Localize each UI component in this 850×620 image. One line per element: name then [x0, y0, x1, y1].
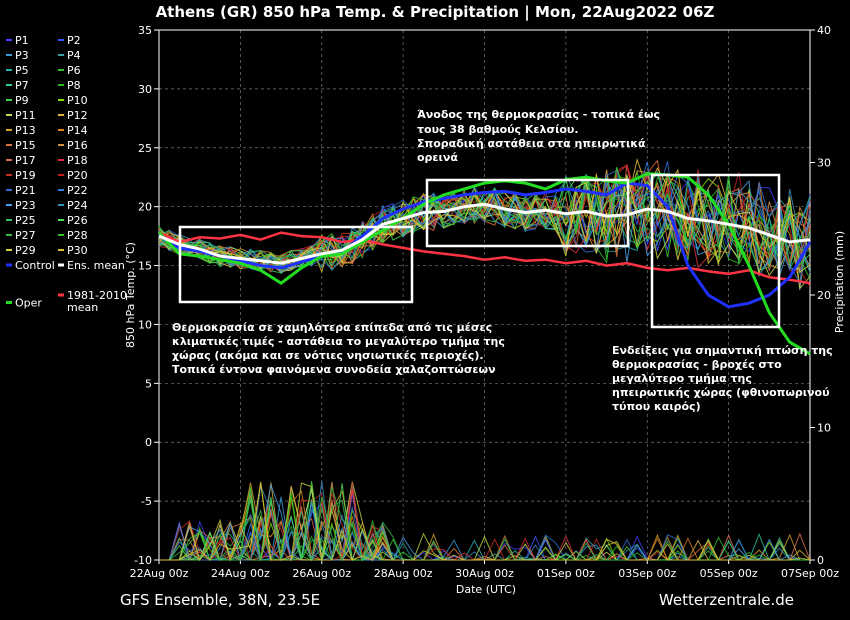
annotation-boxes: [178, 173, 781, 329]
y-tick-label: 35: [138, 24, 152, 37]
legend-label: P2: [67, 34, 81, 47]
annotation-line: Τοπικά έντονα φαινόμενα συνοδεία χαλαζοπ…: [172, 363, 496, 376]
legend-label: P10: [67, 94, 88, 107]
oper-line: [157, 172, 811, 356]
x-tick-label: 24Aug 00z: [211, 567, 270, 580]
y2-tick-label: 20: [817, 289, 831, 302]
legend: P1 P2 P3 P4 P5 P6 P7 P8 P9 P10 P11 P12 P13 P14 P15 P16 P…: [6, 34, 127, 314]
annotation-line: ορεινά: [417, 151, 458, 164]
legend-label: 1981-2010: [67, 289, 127, 302]
legend-label: P20: [67, 169, 88, 182]
y-tick-label: -5: [141, 495, 152, 508]
legend-label: P6: [67, 64, 81, 77]
legend-label: P23: [15, 199, 36, 212]
legend-label: Ens. mean: [67, 259, 125, 272]
ens-mean-line: [158, 202, 811, 265]
y-axis-label: 850 hPa Temp. (°C): [124, 242, 137, 348]
y-axis-ticks: -10 -5 0 5 10 15 20 25 30 35: [134, 24, 159, 567]
y-tick-label: 5: [145, 377, 152, 390]
x-axis-label: Date (UTC): [456, 583, 516, 596]
annotation-line: Άνοδος της θερμοκρασίας - τοπικά έως: [417, 108, 660, 121]
legend-label: Oper: [15, 297, 42, 310]
legend-label: P30: [67, 244, 88, 257]
annotation-line: Ενδείξεις για σημαντική πτώση της: [612, 344, 833, 357]
annotation-line: μεγαλύτερο τμήμα της: [612, 372, 752, 385]
legend-label: P27: [15, 229, 36, 242]
footer-model-info: GFS Ensemble, 38N, 23.5E: [120, 591, 320, 609]
precip-line: [159, 482, 810, 562]
legend-label: P5: [15, 64, 29, 77]
legend-label: P26: [67, 214, 88, 227]
climate-mean-line: [158, 231, 811, 285]
legend-label: P28: [67, 229, 88, 242]
legend-label: P17: [15, 154, 36, 167]
legend-label: P12: [67, 109, 88, 122]
annotation-warming: Άνοδος της θερμοκρασίας - τοπικά έως του…: [417, 108, 660, 164]
y2-tick-label: 30: [817, 157, 831, 170]
y2-tick-label: 10: [817, 422, 831, 435]
legend-label: P29: [15, 244, 36, 257]
x-tick-label: 22Aug 00z: [130, 567, 189, 580]
box-cooling: [650, 173, 781, 329]
legend-label: P8: [67, 79, 81, 92]
y2-tick-label: 40: [817, 24, 831, 37]
footer-source: Wetterzentrale.de: [659, 591, 794, 609]
legend-label: P1: [15, 34, 29, 47]
annotation-line: θερμοκρασίας - βροχές στο: [612, 358, 782, 371]
legend-label: P16: [67, 139, 88, 152]
main-series: [157, 172, 812, 356]
annotation-cooling: Ενδείξεις για σημαντική πτώση της θερμοκ…: [612, 344, 833, 413]
annotation-line: ηπειρωτικής χώρας (φθινοπωρινού: [612, 386, 830, 399]
legend-label: P18: [67, 154, 88, 167]
ensemble-line: [158, 174, 811, 273]
legend-label: P7: [15, 79, 29, 92]
chart-title: Athens (GR) 850 hPa Temp. & Precipitatio…: [156, 3, 715, 22]
legend-label: P3: [15, 49, 29, 62]
y-tick-label: 30: [138, 83, 152, 96]
annotation-line: τους 38 βαθμούς Κελσίου.: [417, 123, 579, 136]
control-line: [158, 181, 812, 309]
annotation-line: τύπου καιρός): [612, 400, 701, 413]
legend-label: Control: [15, 259, 55, 272]
annotation-line: χώρας (ακόμα και σε νότιες νησιωτικές πε…: [172, 349, 484, 362]
y-tick-label: 20: [138, 201, 152, 214]
legend-label: P11: [15, 109, 36, 122]
x-tick-label: 30Aug 00z: [455, 567, 514, 580]
x-axis-ticks: 22Aug 00z 24Aug 00z 26Aug 00z 28Aug 00z 30Au…: [130, 560, 839, 580]
y2-axis-label: Precipitation (mm): [833, 231, 846, 333]
legend-label: P22: [67, 184, 88, 197]
annotation-line: Σποραδική αστάθεια στα ηπειρωτικά: [417, 137, 646, 150]
legend-label: P14: [67, 124, 88, 137]
x-tick-label: 07Sep 00z: [781, 567, 839, 580]
legend-label: P25: [15, 214, 36, 227]
y-tick-label: 15: [138, 260, 152, 273]
annotation-line: Θερμοκρασία σε χαμηλότερα επίπεδα από τι…: [172, 321, 492, 334]
y-tick-label: 0: [145, 436, 152, 449]
x-tick-label: 01Sep 00z: [537, 567, 595, 580]
x-tick-label: 26Aug 00z: [292, 567, 351, 580]
precipitation-lines: [159, 480, 811, 562]
precip-line: [159, 482, 811, 561]
box-warming: [425, 178, 630, 248]
legend-label: P15: [15, 139, 36, 152]
legend-label: P19: [15, 169, 36, 182]
x-tick-label: 03Sep 00z: [618, 567, 676, 580]
legend-label: P13: [15, 124, 36, 137]
annotation-line: κλιματικές τιμές - αστάθεια το μεγαλύτερ…: [172, 335, 505, 348]
y2-axis-ticks: 0 10 20 30 40: [810, 24, 831, 567]
x-tick-label: 05Sep 00z: [700, 567, 758, 580]
box-below-normal: [178, 225, 414, 304]
y-tick-label: -10: [134, 554, 152, 567]
y-tick-label: 10: [138, 318, 152, 331]
legend-label: P9: [15, 94, 29, 107]
y2-tick-label: 0: [817, 554, 824, 567]
y-tick-label: 25: [138, 142, 152, 155]
legend-label: P4: [67, 49, 81, 62]
legend-label: P21: [15, 184, 36, 197]
annotation-below-normal: Θερμοκρασία σε χαμηλότερα επίπεδα από τι…: [172, 321, 505, 376]
legend-label: P24: [67, 199, 88, 212]
legend-label: mean: [67, 301, 98, 314]
x-tick-label: 28Aug 00z: [374, 567, 433, 580]
